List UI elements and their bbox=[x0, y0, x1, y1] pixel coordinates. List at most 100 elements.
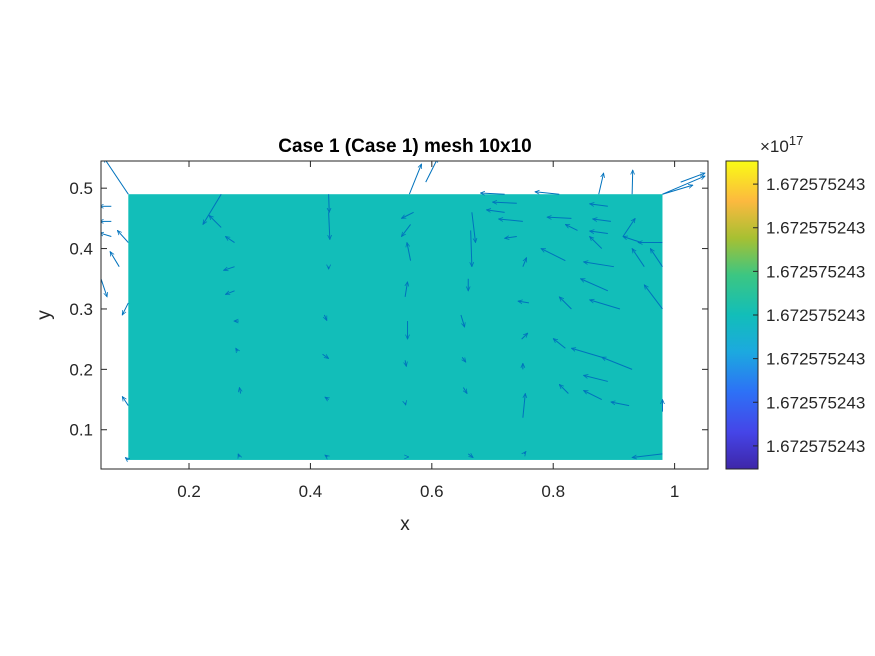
quiver-arrow bbox=[590, 231, 608, 234]
quiver-arrow bbox=[329, 212, 330, 239]
quiver-arrow bbox=[122, 397, 129, 406]
y-tick-label: 0.3 bbox=[69, 300, 93, 319]
quiver-arrow bbox=[650, 249, 663, 267]
quiver-arrow bbox=[559, 297, 572, 310]
quiver-arrow bbox=[405, 282, 407, 297]
y-tick-label: 0.1 bbox=[69, 421, 93, 440]
y-tick-label: 0.2 bbox=[69, 360, 93, 379]
quiver-arrow bbox=[425, 161, 438, 183]
quiver-arrow bbox=[541, 248, 566, 262]
quiver-arrow bbox=[467, 454, 473, 458]
quiver-arrow bbox=[401, 224, 411, 236]
quiver-arrow bbox=[584, 262, 614, 268]
x-tick-label: 0.2 bbox=[177, 482, 201, 501]
quiver-arrow bbox=[104, 161, 129, 195]
quiver-arrow bbox=[329, 194, 330, 212]
quiver-arrow bbox=[590, 300, 621, 310]
quiver-arrow bbox=[239, 387, 240, 394]
y-ticks: 0.1 0.2 0.3 0.4 0.5 bbox=[69, 179, 708, 440]
quiver-arrow bbox=[471, 212, 476, 242]
quiver-arrow bbox=[632, 453, 663, 458]
quiver-arrow bbox=[407, 243, 412, 261]
quiver-arrow bbox=[408, 164, 421, 195]
quiver-arrow bbox=[324, 314, 328, 320]
colorbar-exponent: ×1017 bbox=[760, 133, 803, 156]
quiver-arrow bbox=[125, 458, 128, 460]
colorbar-tick-label: 1.672575243 bbox=[766, 393, 865, 412]
quiver-arrow bbox=[547, 217, 572, 218]
quiver-arrow bbox=[493, 202, 517, 203]
colorbar-exponent-base: ×10 bbox=[760, 137, 789, 156]
quiver-arrow bbox=[236, 348, 238, 351]
quiver-arrow bbox=[522, 258, 527, 267]
quiver-arrow bbox=[565, 223, 578, 231]
quiver-arrow bbox=[632, 170, 633, 195]
quiver-arrow bbox=[225, 290, 235, 295]
quiver-arrow bbox=[662, 175, 704, 195]
colorbar-ticks: 1.672575243 1.672575243 1.672575243 1.67257… bbox=[753, 175, 865, 456]
y-tick-label: 0.5 bbox=[69, 179, 93, 198]
quiver-arrow bbox=[463, 387, 467, 393]
quiver-arrow bbox=[462, 356, 466, 362]
quiver-arrows bbox=[101, 161, 705, 460]
colorbar-tick-label: 1.672575243 bbox=[766, 262, 865, 281]
field-surface bbox=[128, 194, 663, 460]
quiver-arrow bbox=[225, 236, 235, 243]
quiver-arrow bbox=[224, 266, 235, 271]
colorbar-tick-label: 1.672575243 bbox=[766, 350, 865, 369]
quiver-arrow bbox=[593, 219, 611, 222]
x-tick-label: 0.8 bbox=[541, 482, 565, 501]
quiver-arrow bbox=[325, 397, 329, 399]
colorbar-tick-label: 1.672575243 bbox=[766, 437, 865, 456]
quiver-arrow bbox=[401, 211, 414, 219]
quiver-arrow bbox=[632, 249, 645, 267]
plot-area: 0.2 0.4 0.6 0.8 1 0.1 0.2 0.3 0.4 0.5 bbox=[69, 160, 709, 501]
quiver-arrow bbox=[110, 252, 120, 267]
x-axis-label: x bbox=[400, 514, 410, 535]
quiver-arrow bbox=[209, 215, 222, 228]
quiver-arrow bbox=[405, 403, 406, 405]
quiver-arrow bbox=[602, 357, 633, 370]
quiver-arrow bbox=[325, 455, 327, 457]
quiver-arrow bbox=[680, 173, 705, 183]
quiver-arrow bbox=[571, 348, 602, 358]
quiver-arrow bbox=[203, 193, 222, 224]
x-tick-label: 0.4 bbox=[299, 482, 323, 501]
quiver-arrow bbox=[590, 204, 608, 207]
quiver-arrow bbox=[499, 219, 523, 222]
x-tick-label: 1 bbox=[670, 482, 679, 501]
colorbar-tick-label: 1.672575243 bbox=[766, 306, 865, 325]
quiver-arrow bbox=[644, 285, 663, 310]
quiver-arrow bbox=[480, 193, 505, 194]
quiver-arrow bbox=[622, 218, 635, 237]
quiver-arrow bbox=[521, 333, 528, 340]
quiver-arrow bbox=[121, 302, 129, 315]
colorbar-exponent-power: 17 bbox=[789, 133, 803, 148]
quiver-arrow bbox=[101, 278, 107, 297]
chart-title: Case 1 (Case 1) mesh 10x10 bbox=[278, 136, 532, 157]
quiver-arrow bbox=[524, 451, 526, 453]
quiver-arrow bbox=[471, 230, 472, 266]
x-tick-label: 0.6 bbox=[420, 482, 444, 501]
quiver-arrow bbox=[322, 353, 329, 358]
y-tick-label: 0.4 bbox=[69, 240, 93, 259]
quiver-arrow bbox=[505, 236, 517, 238]
quiver-arrow bbox=[611, 402, 630, 407]
quiver-arrow bbox=[584, 375, 608, 382]
colorbar: 1.672575243 1.672575243 1.672575243 1.67257… bbox=[725, 133, 865, 470]
quiver-arrow bbox=[662, 185, 692, 195]
quiver-arrow bbox=[559, 384, 569, 394]
quiver-arrow bbox=[405, 360, 406, 366]
quiver-arrow bbox=[522, 394, 525, 418]
colorbar-tick-label: 1.672575243 bbox=[766, 219, 865, 238]
x-ticks: 0.2 0.4 0.6 0.8 1 bbox=[177, 161, 679, 501]
quiver-arrow bbox=[590, 236, 603, 249]
quiver-arrow bbox=[460, 314, 465, 327]
quiver-arrow bbox=[518, 301, 530, 303]
axes-frame bbox=[100, 160, 709, 470]
quiver-arrow bbox=[584, 390, 602, 400]
quiver-arrow bbox=[581, 278, 609, 292]
colorbar-tick-label: 1.672575243 bbox=[766, 175, 865, 194]
quiver-arrow bbox=[238, 454, 239, 457]
